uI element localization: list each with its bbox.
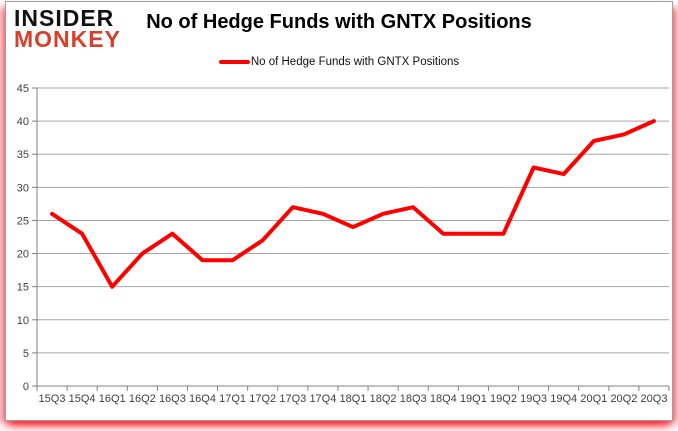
y-axis-tick-label: 20 (17, 249, 29, 261)
x-axis-tick-label: 17Q1 (219, 393, 246, 405)
x-axis-tick-label: 16Q3 (159, 393, 186, 405)
logo-monkey-text: MONKEY (14, 26, 121, 52)
x-axis-tick-label: 19Q3 (520, 393, 547, 405)
logo-insider-text: INSIDER (14, 5, 115, 31)
chart-title: No of Hedge Funds with GNTX Positions (146, 11, 532, 33)
y-axis-tick-label: 5 (23, 348, 29, 360)
x-axis-tick-label: 19Q2 (490, 393, 517, 405)
x-axis-tick-label: 16Q2 (129, 393, 156, 405)
x-axis-tick-label: 16Q4 (189, 393, 216, 405)
y-axis-tick-label: 40 (17, 116, 29, 128)
x-axis-tick-label: 20Q3 (641, 393, 668, 405)
y-axis-tick-label: 10 (17, 315, 29, 327)
x-axis-tick-label: 17Q4 (309, 393, 336, 405)
x-axis-tick-label: 18Q1 (340, 393, 367, 405)
x-axis-tick-label: 18Q3 (400, 393, 427, 405)
x-axis-tick-label: 20Q2 (610, 393, 637, 405)
y-axis-tick-label: 15 (17, 282, 29, 294)
x-axis-tick-label: 17Q2 (249, 393, 276, 405)
legend-label: No of Hedge Funds with GNTX Positions (250, 56, 460, 68)
insider-monkey-logo: INSIDER MONKEY (14, 7, 121, 51)
x-axis-tick-label: 19Q1 (460, 393, 487, 405)
x-axis-tick-label: 17Q3 (279, 393, 306, 405)
y-axis-tick-label: 30 (17, 182, 29, 194)
data-line-series (50, 119, 656, 289)
chart-legend: No of Hedge Funds with GNTX Positions (0, 56, 678, 68)
y-axis-tick-label: 25 (17, 215, 29, 227)
x-axis-tick-label: 15Q4 (69, 393, 96, 405)
x-axis-tick-label: 20Q1 (580, 393, 607, 405)
x-axis-tick-label: 18Q4 (430, 393, 457, 405)
y-axis-tick-label: 35 (17, 149, 29, 161)
x-axis-tick-label: 15Q3 (39, 393, 66, 405)
legend-line-swatch (218, 60, 250, 64)
chart-frame (5, 1, 673, 421)
x-axis-tick-label: 19Q4 (550, 393, 577, 405)
y-axis-tick-label: 45 (17, 83, 29, 95)
x-axis-tick-label: 16Q1 (99, 393, 126, 405)
x-axis-tick-label: 18Q2 (370, 393, 397, 405)
y-axis-tick-label: 0 (23, 381, 29, 393)
